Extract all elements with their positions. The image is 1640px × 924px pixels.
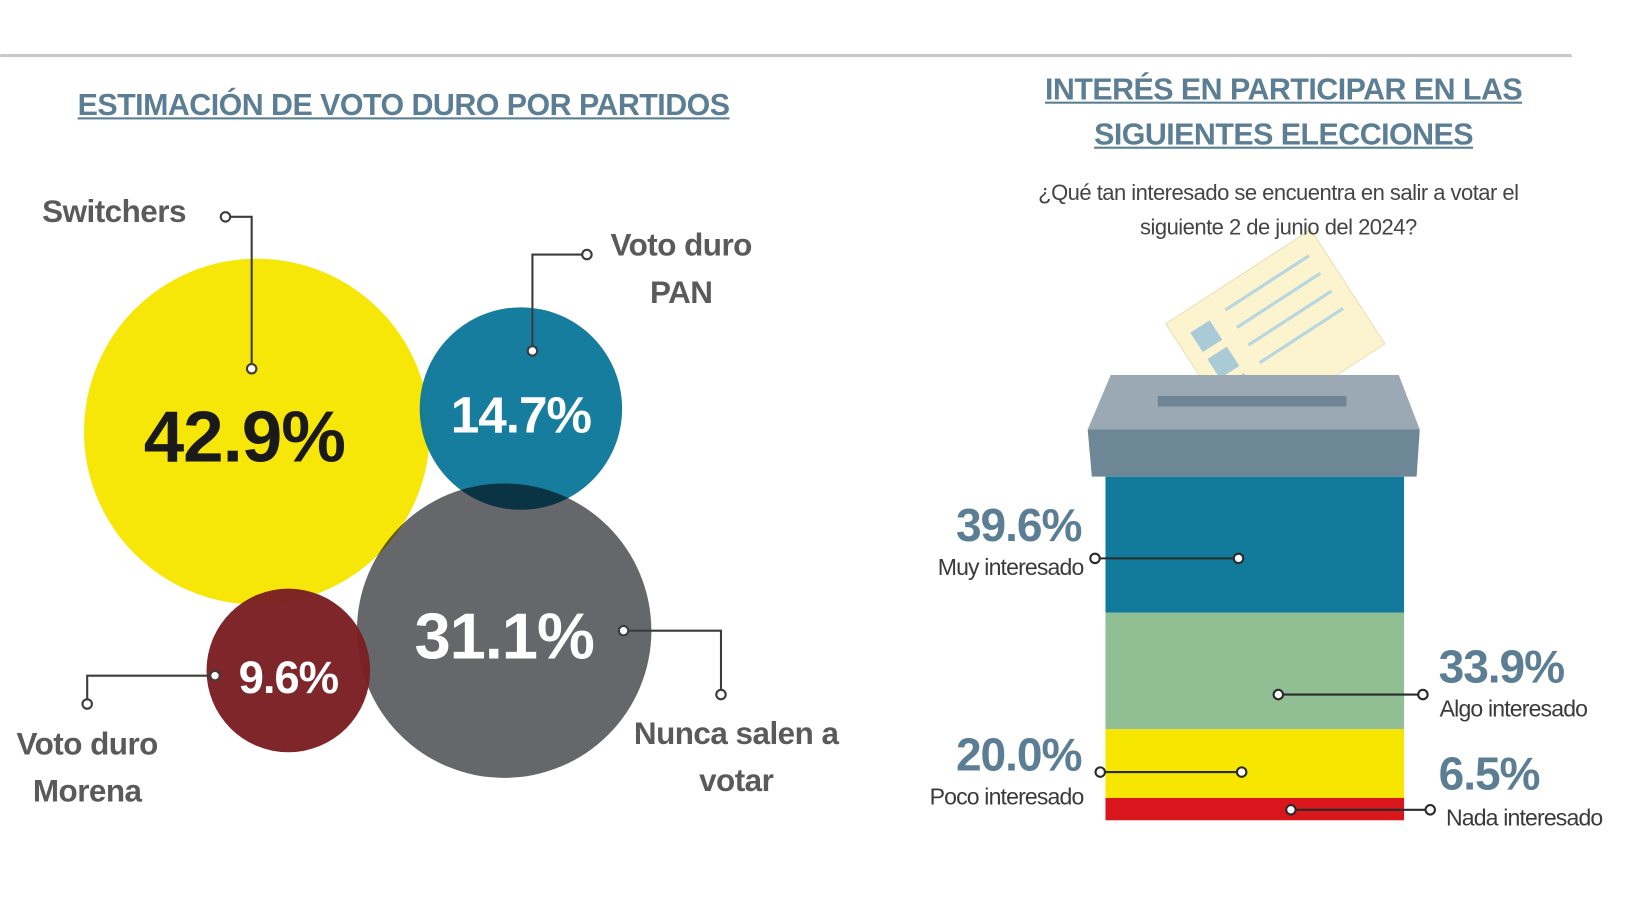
value-label: 20.0% bbox=[956, 729, 1081, 781]
leader-dot bbox=[617, 624, 630, 637]
bar-segment bbox=[1105, 729, 1405, 798]
leader-dot bbox=[1272, 688, 1285, 701]
leader-dot bbox=[209, 669, 221, 682]
leader-dot bbox=[245, 363, 258, 375]
category-label-box: Switchers bbox=[42, 194, 186, 230]
value-label: 39.6% bbox=[956, 499, 1081, 551]
leader-line bbox=[531, 253, 587, 351]
chart-subtitle-box: ¿Qué tan interesado se encuentra en sali… bbox=[1038, 181, 1519, 240]
value-label: 14.7% bbox=[451, 387, 592, 444]
value-label: 42.9% bbox=[144, 396, 345, 477]
chart-title-box: INTERÉS EN PARTICIPAR EN LAS SIGUIENTES … bbox=[1045, 73, 1523, 152]
bubble bbox=[83, 258, 430, 605]
category-label: Algo interesado bbox=[1440, 695, 1588, 721]
category-label-box: Nunca salen a votar bbox=[633, 716, 839, 799]
bubble bbox=[206, 588, 371, 753]
category-label: Poco interesado bbox=[930, 783, 1084, 809]
leader-dot bbox=[1417, 688, 1429, 701]
category-label: Muy interesado bbox=[938, 554, 1084, 580]
leader-dot bbox=[1235, 766, 1248, 778]
category-label: Voto duro Morena bbox=[16, 727, 159, 809]
bar-segment bbox=[1105, 612, 1405, 730]
leader-line bbox=[623, 629, 723, 695]
bar-segment bbox=[1105, 476, 1405, 613]
value-label: 9.6% bbox=[239, 652, 339, 703]
leader-dot bbox=[1285, 804, 1297, 816]
leader-dot bbox=[526, 345, 539, 357]
leader-dot bbox=[1424, 804, 1436, 816]
bubble bbox=[356, 483, 652, 778]
category-label-box: Voto duro PAN bbox=[610, 228, 753, 311]
category-label: Nada interesado bbox=[1446, 804, 1602, 830]
leader-dot bbox=[1232, 552, 1245, 565]
leader-dot bbox=[1089, 552, 1101, 565]
leader-dot bbox=[1094, 766, 1106, 778]
category-label: Switchers bbox=[42, 194, 186, 230]
chart-title: INTERÉS EN PARTICIPAR EN LAS SIGUIENTES … bbox=[1045, 73, 1523, 152]
chart-title-box: ESTIMACIÓN DE VOTO DURO POR PARTIDOS bbox=[77, 89, 730, 123]
bar-segment bbox=[1105, 797, 1405, 821]
bubble bbox=[419, 307, 623, 510]
chart-title: ESTIMACIÓN DE VOTO DURO POR PARTIDOS bbox=[77, 89, 730, 123]
leader-line bbox=[86, 674, 216, 704]
value-label: 31.1% bbox=[414, 599, 594, 672]
ballot-box bbox=[1087, 228, 1420, 477]
value-label: 33.9% bbox=[1439, 641, 1564, 693]
leader-dot bbox=[581, 248, 593, 261]
leader-dot bbox=[81, 698, 93, 710]
leader-line bbox=[225, 215, 253, 369]
leader-dot bbox=[219, 211, 232, 223]
chart-subtitle: ¿Qué tan interesado se encuentra en sali… bbox=[1038, 181, 1519, 240]
leader-dot bbox=[715, 688, 727, 701]
category-label: Voto duro PAN bbox=[610, 228, 753, 311]
category-label: Nunca salen a votar bbox=[633, 716, 839, 799]
value-label: 6.5% bbox=[1439, 748, 1540, 800]
category-label-box: Voto duro Morena bbox=[16, 727, 159, 809]
